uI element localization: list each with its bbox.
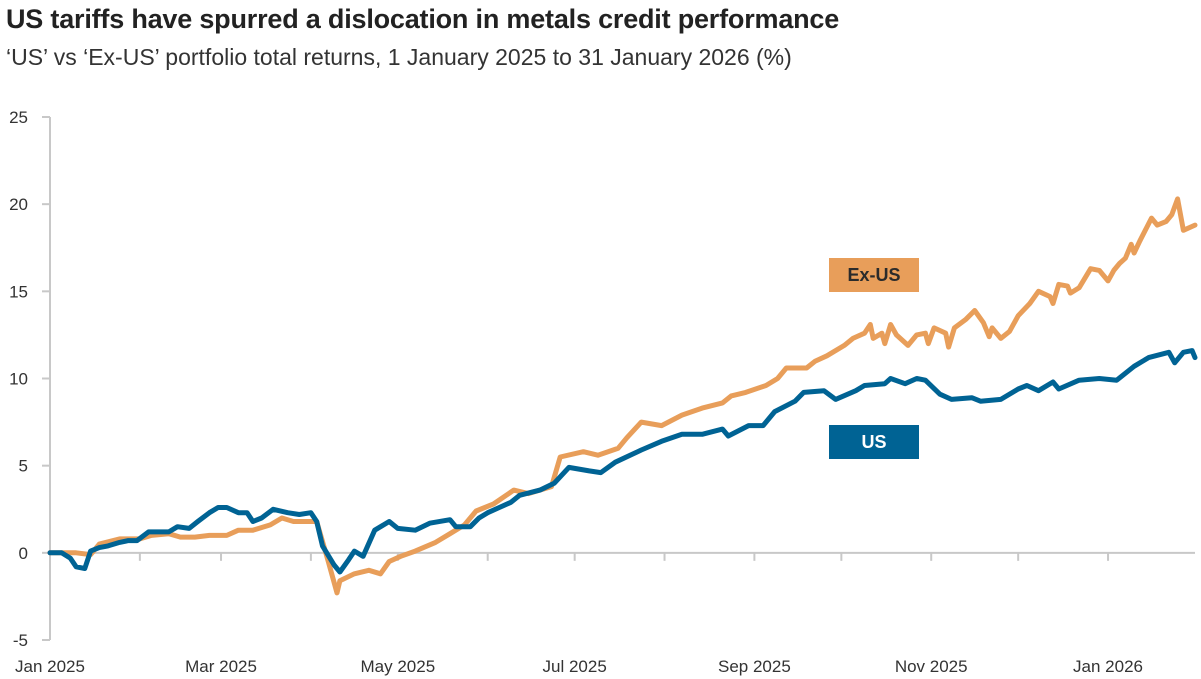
chart-title: US tariffs have spurred a dislocation in…: [6, 4, 840, 34]
series-line-us: [47, 348, 1198, 575]
y-tick-label: 15: [9, 282, 28, 301]
legend-label-us: US: [829, 425, 919, 459]
y-tick-label: 20: [9, 195, 28, 214]
x-tick-label: Jan 2025: [15, 657, 85, 676]
x-tick-label: Sep 2025: [718, 657, 791, 676]
y-tick-label: 25: [9, 108, 28, 127]
x-tick-label: Jul 2025: [543, 657, 607, 676]
x-tick-label: Mar 2025: [185, 657, 257, 676]
y-tick-label: 0: [19, 544, 28, 563]
y-tick-label: 10: [9, 370, 28, 389]
x-tick-label: May 2025: [361, 657, 436, 676]
y-tick-label: 5: [19, 457, 28, 476]
series-line-ex-us: [47, 196, 1198, 596]
x-tick-label: Nov 2025: [895, 657, 968, 676]
x-tick-label: Jan 2026: [1073, 657, 1143, 676]
legend-label-ex-us: Ex-US: [829, 258, 919, 292]
y-tick-label: -5: [13, 631, 28, 650]
chart-subtitle: ‘US’ vs ‘Ex-US’ portfolio total returns,…: [6, 44, 792, 70]
